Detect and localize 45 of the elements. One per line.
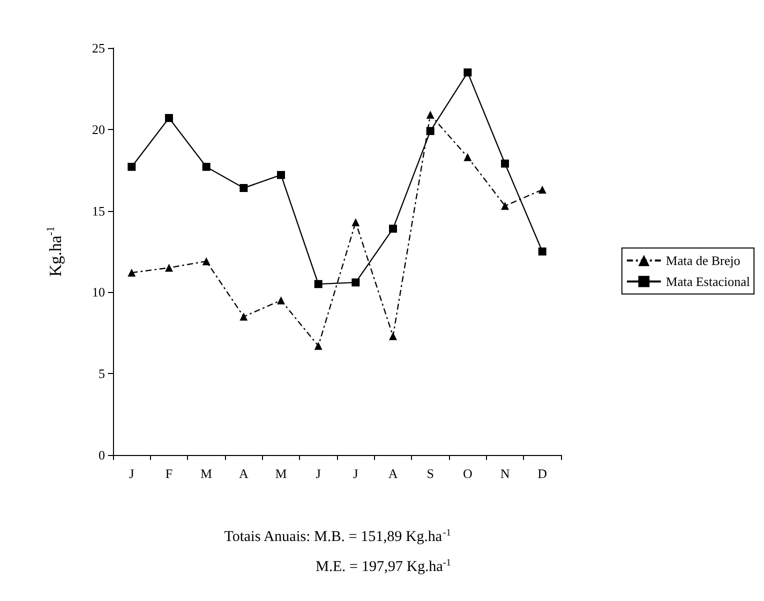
point [202, 162, 210, 171]
point [314, 280, 322, 288]
point [128, 162, 136, 171]
point [240, 312, 248, 321]
point [277, 296, 285, 304]
point [240, 184, 248, 192]
x-tick-label: D [538, 466, 548, 481]
x-tick-label: O [462, 466, 472, 481]
point [426, 110, 434, 119]
point [389, 332, 397, 340]
y-tick-label: 25 [92, 40, 105, 56]
legend-label: Mata de Brejo [666, 253, 740, 268]
point [501, 202, 509, 210]
y-tick-label: 0 [98, 448, 105, 462]
point [464, 153, 472, 162]
point [538, 186, 546, 194]
point [128, 268, 136, 277]
point [464, 68, 472, 76]
point [277, 170, 285, 179]
point [202, 257, 210, 266]
point [352, 218, 360, 226]
legend-label: Mata Estacional [666, 274, 750, 289]
x-tick-label: S [426, 466, 434, 481]
y-tick-label: 10 [92, 284, 105, 300]
point [389, 224, 397, 233]
point [352, 278, 360, 286]
y-tick-label: 5 [98, 366, 105, 382]
y-tick-label: 15 [92, 203, 105, 218]
x-tick-label: A [388, 466, 398, 481]
point [165, 264, 173, 272]
x-tick-label: A [238, 466, 249, 481]
point [314, 342, 322, 350]
point [426, 127, 434, 136]
point [538, 248, 546, 256]
x-tick-label: M [275, 466, 288, 481]
x-tick-label: J [129, 466, 134, 481]
point [501, 160, 509, 168]
x-tick-label: F [165, 466, 173, 481]
x-tick-label: M [200, 466, 213, 481]
y-axis-title: Kg.ha-1 [45, 226, 65, 277]
point [165, 114, 173, 122]
x-tick-label: J [353, 466, 358, 481]
x-tick-label: J [316, 466, 321, 481]
x-tick-label: N [500, 466, 510, 481]
y-tick-label: 20 [92, 122, 105, 137]
